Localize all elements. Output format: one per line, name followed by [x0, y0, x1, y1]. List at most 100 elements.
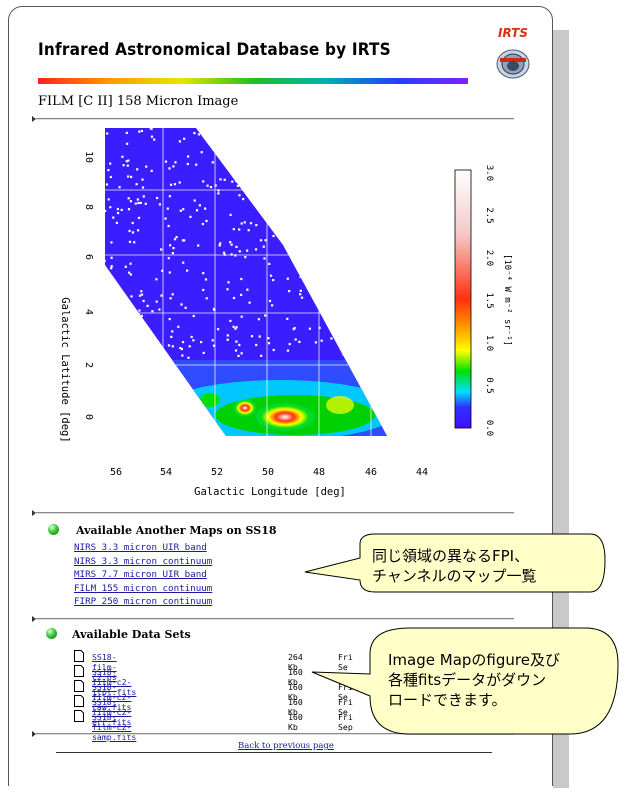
noise-pixel	[192, 339, 195, 342]
noise-pixel	[105, 259, 106, 262]
y-tick-label: 2	[83, 362, 94, 368]
noise-pixel	[348, 133, 351, 136]
file-link[interactable]: SS18-film-c2-raw.fits	[92, 682, 132, 712]
noise-pixel	[231, 166, 234, 169]
noise-pixel	[293, 144, 296, 147]
noise-pixel	[192, 314, 195, 318]
x-tick-label: 44	[416, 467, 428, 478]
noise-pixel	[359, 345, 362, 348]
noise-pixel	[346, 355, 349, 358]
noise-pixel	[119, 297, 122, 300]
noise-pixel	[197, 244, 200, 247]
noise-pixel	[317, 157, 320, 160]
noise-pixel	[171, 293, 174, 296]
noise-pixel	[273, 128, 276, 130]
noise-pixel	[340, 224, 343, 227]
noise-pixel	[334, 302, 337, 305]
noise-pixel	[377, 128, 380, 130]
noise-pixel	[247, 229, 250, 232]
noise-pixel	[205, 297, 208, 300]
noise-pixel	[182, 208, 185, 211]
file-size: 160 Kb	[288, 667, 303, 687]
noise-pixel	[263, 257, 266, 260]
noise-pixel	[294, 338, 297, 341]
file-link[interactable]: SS18-film-c2-samp.fits	[92, 712, 137, 742]
noise-pixel	[140, 290, 143, 293]
noise-pixel	[360, 281, 363, 284]
noise-pixel	[110, 267, 113, 270]
noise-pixel	[382, 310, 385, 313]
noise-pixel	[288, 343, 291, 346]
map-link[interactable]: NIRS 3.3 micron continuum	[74, 555, 213, 567]
noise-pixel	[181, 354, 184, 357]
noise-pixel	[367, 154, 370, 157]
noise-pixel	[197, 133, 201, 136]
map-link[interactable]: MIRS 7.7 micron UIR band	[74, 569, 207, 580]
noise-pixel	[141, 186, 145, 189]
noise-pixel	[136, 321, 139, 324]
x-tick-label: 50	[262, 467, 274, 478]
noise-pixel	[160, 294, 163, 297]
noise-pixel	[242, 184, 245, 187]
noise-pixel	[211, 161, 214, 164]
noise-pixel	[322, 175, 325, 178]
divider	[32, 731, 514, 737]
colorbar-tick-label: 1.0	[484, 335, 494, 351]
noise-pixel	[168, 167, 171, 170]
noise-pixel	[168, 195, 171, 198]
noise-pixel	[150, 135, 154, 138]
noise-pixel	[286, 317, 289, 320]
noise-pixel	[137, 216, 141, 219]
rainbow-divider	[38, 78, 468, 84]
noise-pixel	[193, 199, 196, 202]
noise-pixel	[119, 330, 122, 333]
noise-pixel	[223, 153, 226, 156]
file-link[interactable]: SS18-film-c2.ps	[92, 652, 117, 682]
file-link[interactable]: SS18-film-c2-itpl.fits	[92, 667, 137, 697]
document-icon	[74, 695, 84, 707]
noise-pixel	[302, 153, 305, 156]
map-link[interactable]: NIRS 3.3 micron UIR band	[74, 542, 207, 553]
noise-pixel	[346, 160, 349, 163]
green-bullet-icon	[48, 524, 59, 535]
noise-pixel	[325, 296, 329, 299]
noise-pixel	[332, 286, 335, 289]
data-callout-line: ロードできます。	[388, 691, 507, 709]
noise-pixel	[324, 240, 327, 243]
file-date: Fri Sep	[338, 712, 353, 732]
noise-pixel	[268, 262, 271, 265]
file-link[interactable]: SS18-film-c2-err.fits	[92, 697, 132, 727]
noise-pixel	[319, 307, 322, 310]
noise-pixel	[306, 286, 309, 289]
noise-pixel	[204, 278, 208, 281]
noise-pixel	[136, 198, 139, 201]
noise-pixel	[329, 191, 333, 194]
noise-pixel	[106, 132, 109, 135]
map-link[interactable]: FILM 155 micron continuum	[74, 582, 213, 594]
noise-pixel	[158, 203, 161, 206]
noise-pixel	[348, 331, 351, 334]
noise-pixel	[341, 297, 344, 301]
noise-pixel	[234, 349, 238, 352]
noise-pixel	[229, 241, 232, 244]
noise-pixel	[222, 251, 226, 254]
noise-pixel	[127, 175, 130, 178]
logo-text: IRTS	[498, 26, 528, 40]
noise-pixel	[238, 250, 241, 253]
noise-pixel	[169, 297, 172, 300]
noise-pixel	[257, 318, 260, 321]
noise-pixel	[166, 207, 169, 210]
noise-pixel	[151, 353, 154, 356]
intensity-map-figure[interactable]: 10 8 6 4 2 0 56 54 52 50 48 46 44 Galactic Latitude…	[40, 125, 520, 505]
noise-pixel	[357, 266, 360, 269]
noise-pixel	[380, 245, 383, 248]
back-link[interactable]: Back to previous page	[238, 741, 334, 751]
noise-pixel	[140, 129, 143, 133]
map-svg[interactable]: 10 8 6 4 2 0 56 54 52 50 48 46 44 Galactic Latitude…	[40, 125, 520, 505]
noise-pixel	[122, 164, 125, 167]
noise-pixel	[236, 163, 239, 166]
noise-pixel	[136, 168, 139, 171]
noise-pixel	[180, 303, 183, 306]
map-link[interactable]: FIRP 250 micron continuum	[74, 596, 213, 607]
noise-pixel	[138, 309, 141, 312]
